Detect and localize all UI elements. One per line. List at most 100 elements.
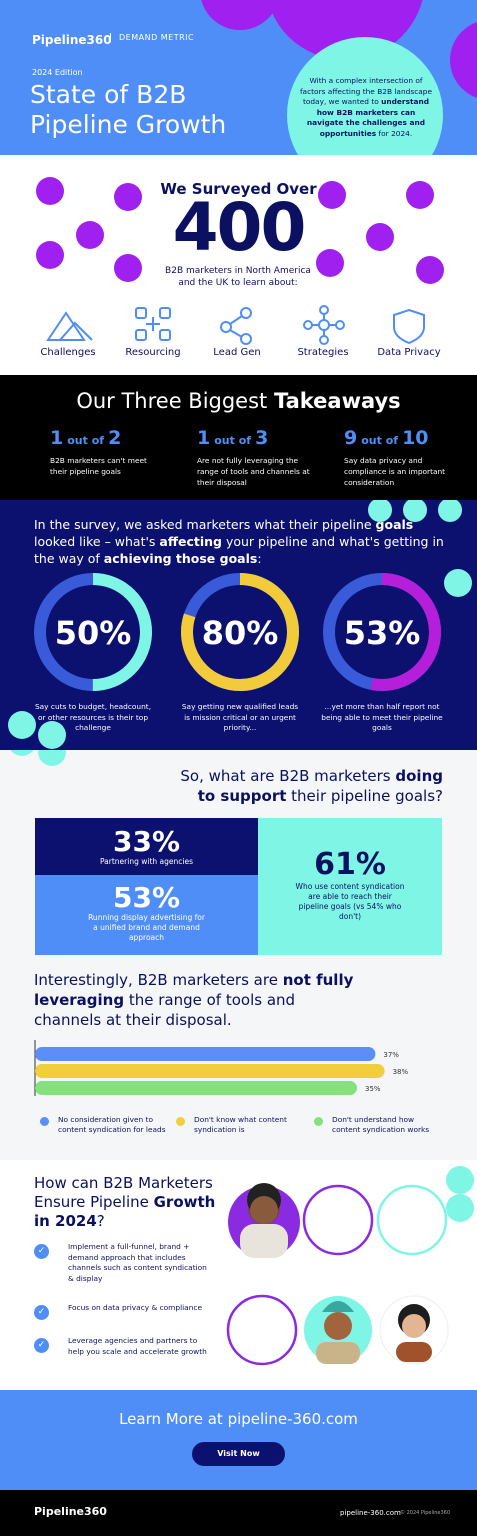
topic-label: Resourcing [125,347,181,358]
legend-dot [176,1117,185,1126]
stat-text: Partnering with agencies [100,857,193,866]
text-run: In the survey, we asked marketers what t… [34,517,376,532]
tools-heading: Interestingly, B2B marketers are not ful… [34,970,354,1030]
legend-dot [40,1117,49,1126]
donut-label: 53% [344,614,421,652]
text-run: Takeaways [273,389,401,413]
growth-item: Focus on data privacy & compliance [68,1303,202,1312]
takeaway-text: B2B marketers can't meet their pipeline … [50,456,147,476]
takeaway-stat: 1 out of 2 [50,427,121,449]
stat-box: 53% Running display advertising for a un… [35,875,258,955]
survey-subtext: B2B marketers in North America and the U… [165,266,311,288]
donut-text: Say cuts to budget, headcount, or other … [34,702,152,732]
takeaway-text: Are not fully leveraging the range of to… [197,456,310,487]
takeaway-stat: 1 out of 3 [197,427,268,449]
text-run: doing to support [197,767,443,805]
survey-number: 400 [172,189,307,266]
survey: We Surveyed Over 400 B2B marketers in No… [0,155,477,375]
text-run: not fully leveraging [34,971,354,1009]
donut-text: ...yet more than half report not being a… [321,702,443,732]
stat-text: Who use content syndication are able to … [295,882,405,921]
header-decor [201,0,477,155]
topic-label: Strategies [297,347,349,358]
cta: Learn More at pipeline-360.com Visit Now [0,1390,477,1490]
support: So, what are B2B marketers doing to supp… [0,750,477,965]
bar-chart: 37% 38% 35% [34,1040,409,1096]
title: State of B2B Pipeline Growth [30,80,226,140]
takeaways-title: Our Three Biggest Takeaways [0,389,477,413]
text-run: achieving those goals [103,551,258,566]
text-run: understand how B2B marketers can navigat… [306,97,430,138]
tools: Interestingly, B2B marketers are not ful… [0,965,477,1160]
stat-value: 33% [112,825,181,858]
text-run: for 2024. [376,128,413,138]
donut-text: Say getting new qualified leads is missi… [181,702,299,732]
bar-label: 38% [393,1068,409,1076]
stat-value: 61% [314,847,386,882]
text-run: looked like – what's [34,534,160,549]
text-run: Growth in 2024 [34,1193,216,1230]
visit-button[interactable]: Visit Now [192,1442,285,1466]
affecting-intro: In the survey, we asked marketers what t… [34,516,444,567]
donut-label: 80% [202,614,279,652]
bar [35,1081,357,1095]
growth-decor [226,1166,474,1366]
stat-num: 1 [50,427,64,449]
text-run: Our Three Biggest [76,389,274,413]
legend-text: No consideration given to content syndic… [58,1115,166,1134]
text-run: : [257,551,262,566]
logo: Pipeline360 [32,33,112,47]
text-run: affecting [159,534,222,549]
survey-decor [36,177,444,345]
text-run: the range of tools and channels at their… [34,991,296,1029]
bar-label: 37% [383,1051,399,1059]
stat-num: 1 [197,427,211,449]
title-line: State of B2B [30,80,187,109]
text-run: How can B2B Marketers Ensure Pipeline [34,1174,213,1211]
title-line: Pipeline Growth [30,110,227,139]
donut-arc [181,573,299,691]
growth-item: Leverage agencies and partners to help y… [68,1336,207,1356]
survey-heading: We Surveyed Over [160,180,317,198]
bar [35,1064,385,1078]
text-run: ? [96,1212,105,1230]
check-icon: ✓ [34,1338,49,1353]
cta-text: Learn More at pipeline-360.com [119,1410,358,1428]
legend-text: Don't know what content syndication is [194,1115,287,1134]
stat-value: 53% [112,881,181,914]
stat-box: 61% Who use content syndication are able… [258,818,442,955]
header: Pipeline360 DEMAND METRIC 2024 Edition S… [0,0,477,155]
stat-of: out of [67,434,105,447]
support-decor [10,750,66,766]
support-heading: So, what are B2B marketers doing to supp… [163,766,443,806]
takeaways: Our Three Biggest Takeaways 1 out of 2 B2B … [0,375,477,500]
growth-item: Implement a full-funnel, brand + demand … [68,1242,207,1283]
text-run: So, what are B2B marketers [180,767,396,785]
bar-label: 35% [365,1085,381,1093]
donut-arc [34,573,152,691]
stat-den: 3 [255,427,269,449]
affecting: In the survey, we asked marketers what t… [0,500,477,750]
legend-text: Don't understand how content syndication… [332,1115,430,1134]
donut-charts: 50% 80% 53% [34,573,441,691]
text-run: goals [375,517,414,532]
takeaway-text: Say data privacy and compliance is an im… [344,456,446,487]
stat-of: out of [361,434,399,447]
stat-box: 33% Partnering with agencies [35,818,258,875]
topic-label: Data Privacy [377,347,441,358]
check-icon: ✓ [34,1244,49,1259]
bar [35,1047,376,1061]
growth-heading: How can B2B Marketers Ensure Pipeline Gr… [34,1174,224,1231]
topic-label: Challenges [40,347,96,358]
text-run: Interestingly, B2B marketers are [34,971,283,989]
text-run: their pipeline goals? [286,787,443,805]
stat-den: 10 [402,427,429,449]
stat-den: 2 [108,427,122,449]
footer-site: pipeline-360.com [340,1509,401,1517]
footer: Pipeline360 pipeline-360.com © 2024 Pipe… [0,1490,477,1536]
text-run: With a complex intersection of factors a… [299,76,433,106]
stat-of: out of [214,434,252,447]
stat-text: Running display advertising for a unifie… [88,913,205,942]
intro: With a complex intersection of factors a… [298,76,434,139]
